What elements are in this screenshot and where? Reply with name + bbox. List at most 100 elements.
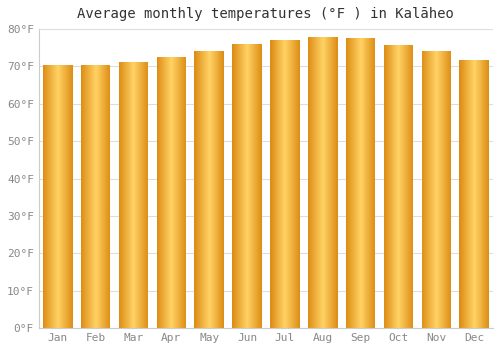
Bar [298,40,299,328]
Bar [360,38,361,328]
Bar [218,51,219,328]
Bar [183,57,184,328]
Bar [136,62,137,328]
Bar [426,51,427,328]
Bar [200,51,201,328]
Bar [125,62,126,328]
Bar [330,37,331,328]
Bar [209,51,210,328]
Bar [164,57,165,328]
Bar [86,65,87,328]
Bar [160,57,161,328]
Bar [58,65,59,328]
Bar [327,37,328,328]
Bar [118,62,119,328]
Bar [406,45,407,328]
Bar [57,65,58,328]
Bar [194,51,195,328]
Bar [172,57,173,328]
Bar [370,38,371,328]
Bar [169,57,170,328]
Bar [48,65,49,328]
Bar [122,62,123,328]
Bar [396,45,397,328]
Bar [216,51,217,328]
Bar [432,51,433,328]
Bar [469,60,470,328]
Bar [289,40,290,328]
Bar [124,62,125,328]
Bar [277,40,278,328]
Bar [476,60,477,328]
Bar [253,44,254,328]
Bar [450,51,451,328]
Bar [445,51,446,328]
Bar [287,40,288,328]
Bar [166,57,167,328]
Bar [82,65,83,328]
Bar [62,65,63,328]
Bar [93,65,94,328]
Bar [134,62,135,328]
Title: Average monthly temperatures (°F ) in Kalāheo: Average monthly temperatures (°F ) in Ka… [78,7,454,21]
Bar [466,60,468,328]
Bar [325,37,326,328]
Bar [196,51,197,328]
Bar [463,60,464,328]
Bar [443,51,444,328]
Bar [212,51,213,328]
Bar [349,38,350,328]
Bar [222,51,223,328]
Bar [438,51,439,328]
Bar [246,44,247,328]
Bar [67,65,68,328]
Bar [473,60,474,328]
Bar [390,45,391,328]
Bar [387,45,388,328]
Bar [147,62,148,328]
Bar [297,40,298,328]
Bar [177,57,178,328]
Bar [223,51,224,328]
Bar [213,51,214,328]
Bar [44,65,45,328]
Bar [439,51,440,328]
Bar [206,51,207,328]
Bar [175,57,176,328]
Bar [69,65,70,328]
Bar [101,65,102,328]
Bar [219,51,220,328]
Bar [232,44,233,328]
Bar [256,44,257,328]
Bar [366,38,367,328]
Bar [162,57,163,328]
Bar [45,65,46,328]
Bar [393,45,394,328]
Bar [243,44,244,328]
Bar [47,65,48,328]
Bar [411,45,412,328]
Bar [270,40,271,328]
Bar [405,45,406,328]
Bar [205,51,206,328]
Bar [438,51,440,328]
Bar [295,40,296,328]
Bar [488,60,489,328]
Bar [354,38,355,328]
Bar [128,62,129,328]
Bar [335,37,336,328]
Bar [347,38,348,328]
Bar [131,62,132,328]
Bar [208,51,209,328]
Bar [484,60,485,328]
Bar [482,60,483,328]
Bar [437,51,438,328]
Bar [207,51,208,328]
Bar [284,40,285,328]
Bar [326,37,327,328]
Bar [283,40,284,328]
Bar [477,60,478,328]
Bar [483,60,484,328]
Bar [404,45,405,328]
Bar [168,57,169,328]
